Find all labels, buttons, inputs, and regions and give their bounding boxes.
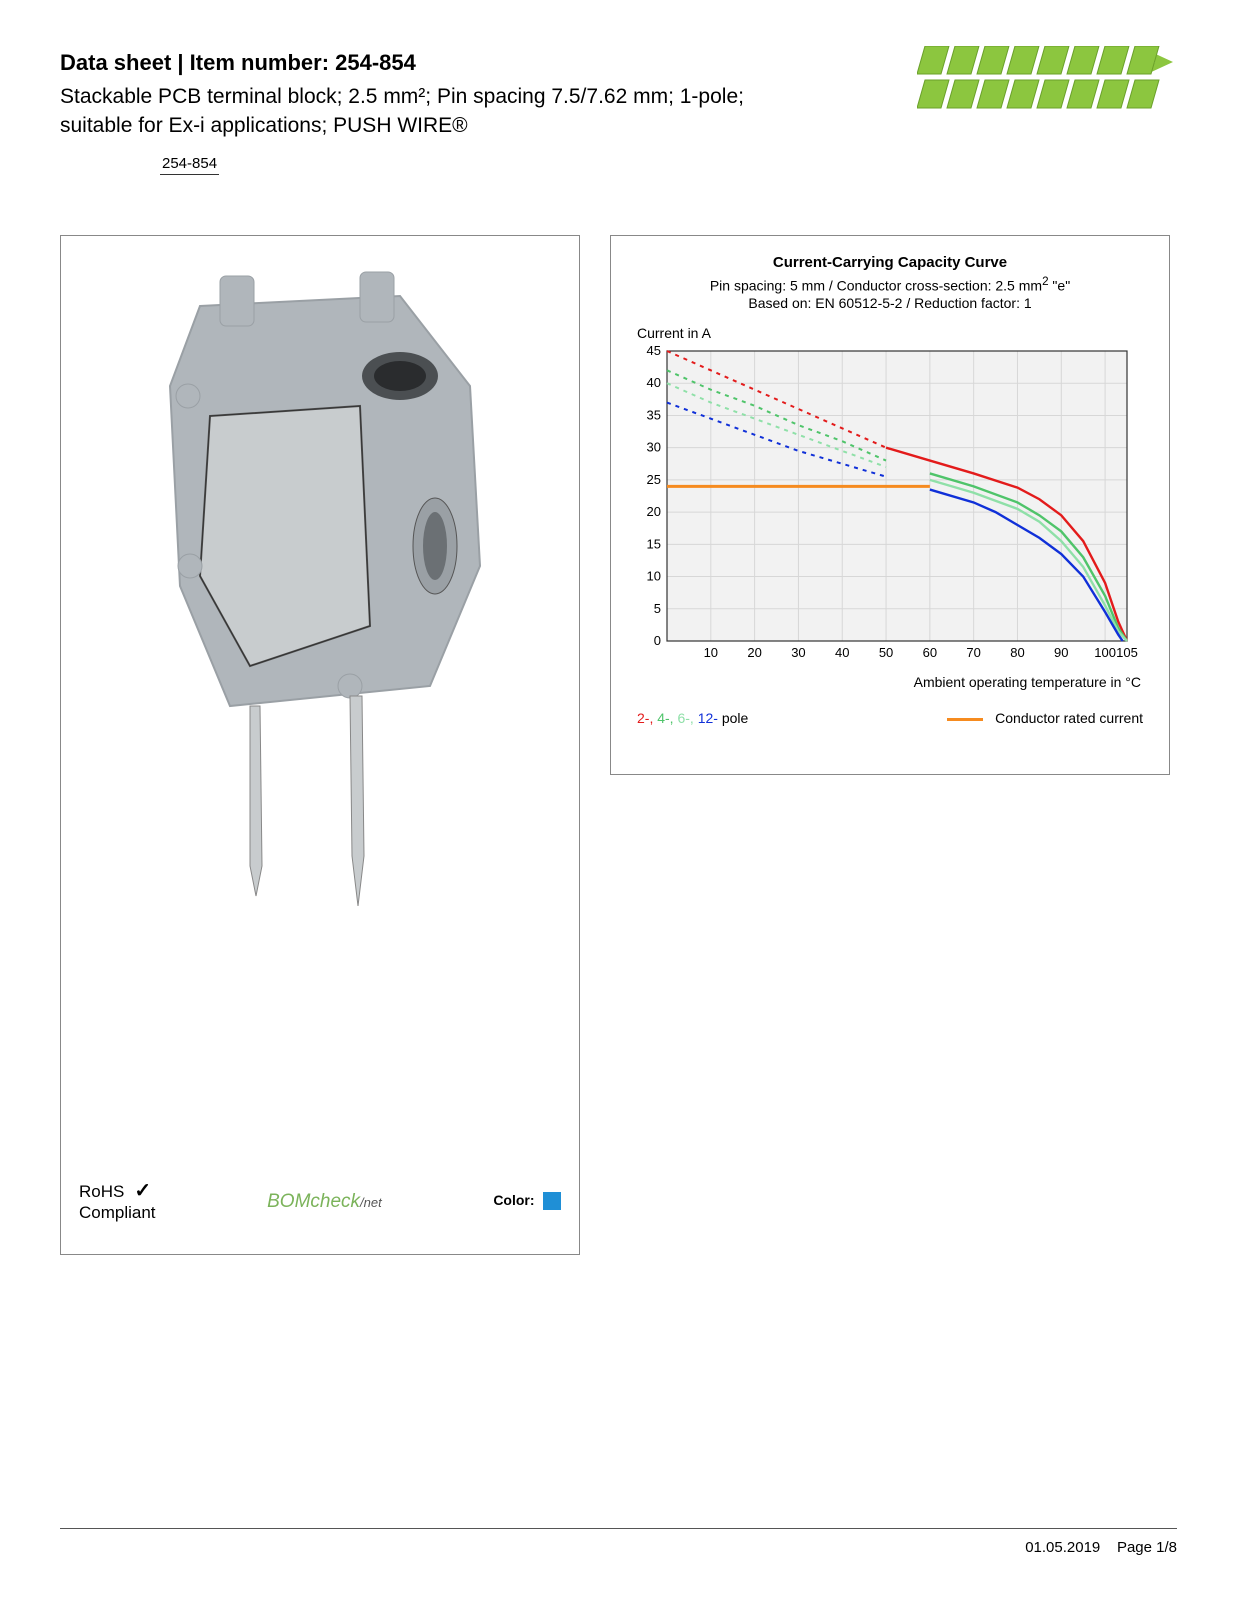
svg-text:35: 35 (647, 408, 661, 423)
item-code-link[interactable]: 254-854 (160, 155, 219, 175)
chart-sub1-suffix: "e" (1049, 277, 1071, 293)
svg-text:0: 0 (654, 633, 661, 648)
svg-text:80: 80 (1010, 645, 1024, 660)
svg-text:100: 100 (1094, 645, 1116, 660)
legend-item: 12- (698, 710, 718, 726)
header-left: Data sheet | Item number: 254-854 Stacka… (60, 50, 917, 175)
bomcheck-net-text: /net (360, 1195, 382, 1210)
legend-item: 4-, (657, 710, 677, 726)
svg-text:5: 5 (654, 601, 661, 616)
chart-sub1: Pin spacing: 5 mm / Conductor cross-sect… (631, 275, 1149, 294)
page-title-row: Data sheet | Item number: 254-854 (60, 50, 917, 76)
chart-sub1-prefix: Pin spacing: 5 mm / Conductor cross-sect… (710, 277, 1042, 293)
svg-text:70: 70 (966, 645, 980, 660)
subtitle: Stackable PCB terminal block; 2.5 mm²; P… (60, 82, 820, 141)
header: Data sheet | Item number: 254-854 Stacka… (60, 50, 1177, 175)
x-axis-title: Ambient operating temperature in °C (631, 674, 1141, 690)
legend-rated-line (947, 718, 983, 721)
chart-panel: Current-Carrying Capacity Curve Pin spac… (610, 235, 1170, 775)
svg-text:30: 30 (647, 440, 661, 455)
legend-item: 2-, (637, 710, 657, 726)
footer-date: 01.05.2019 (1025, 1539, 1100, 1556)
svg-text:45: 45 (647, 345, 661, 358)
product-illustration (100, 266, 540, 946)
product-image-panel: RoHS ✓ Compliant BOMcheck/net Color: (60, 235, 580, 1255)
chart-wrap: Current in A 0 5 10 15 20 25 30 35 40 45 10 20 30 40 5… (631, 325, 1149, 690)
svg-text:15: 15 (647, 537, 661, 552)
footer-page: Page 1/8 (1117, 1539, 1177, 1556)
color-swatch (543, 1192, 561, 1210)
svg-text:10: 10 (647, 569, 661, 584)
title-sep: | (171, 50, 189, 75)
svg-text:30: 30 (791, 645, 805, 660)
chart-sub2: Based on: EN 60512-5-2 / Reduction facto… (631, 295, 1149, 311)
footer: 01.05.2019 Page 1/8 (60, 1528, 1177, 1556)
bomcheck-text: BOMcheck (267, 1191, 360, 1212)
chart-legend: 2-, 4-, 6-, 12- pole Conductor rated cur… (631, 710, 1149, 726)
title-item-label: Item number: (190, 50, 335, 75)
capacity-chart: 0 5 10 15 20 25 30 35 40 45 10 20 30 40 50 60 70 80 90 1001… (631, 345, 1151, 665)
check-icon: ✓ (134, 1180, 151, 1202)
rohs-text: RoHS (79, 1182, 124, 1201)
legend-item: 6-, (677, 710, 697, 726)
wago-logo (917, 46, 1177, 121)
compliance-strip: RoHS ✓ Compliant BOMcheck/net Color: (79, 1179, 561, 1223)
legend-rated: Conductor rated current (947, 710, 1143, 726)
title-prefix: Data sheet (60, 50, 171, 75)
legend-rated-label: Conductor rated current (995, 710, 1143, 726)
rohs-compliant-text: Compliant (79, 1203, 156, 1222)
chart-title: Current-Carrying Capacity Curve (631, 254, 1149, 271)
bomcheck-logo: BOMcheck/net (267, 1191, 382, 1213)
svg-text:60: 60 (923, 645, 937, 660)
content-row: RoHS ✓ Compliant BOMcheck/net Color: Curr… (60, 235, 1177, 1255)
legend-suffix: pole (718, 710, 748, 726)
svg-text:40: 40 (835, 645, 849, 660)
y-axis-title: Current in A (637, 325, 1149, 341)
color-indicator: Color: (493, 1192, 561, 1210)
title-item-number: 254-854 (335, 50, 416, 75)
rohs-compliant: RoHS ✓ Compliant (79, 1179, 156, 1223)
svg-text:20: 20 (747, 645, 761, 660)
legend-pole-list: 2-, 4-, 6-, 12- pole (637, 710, 748, 726)
svg-text:40: 40 (647, 376, 661, 391)
color-label: Color: (493, 1193, 534, 1209)
svg-text:10: 10 (704, 645, 718, 660)
svg-text:105: 105 (1116, 645, 1138, 660)
svg-text:25: 25 (647, 472, 661, 487)
svg-text:90: 90 (1054, 645, 1068, 660)
svg-text:50: 50 (879, 645, 893, 660)
svg-text:20: 20 (647, 505, 661, 520)
